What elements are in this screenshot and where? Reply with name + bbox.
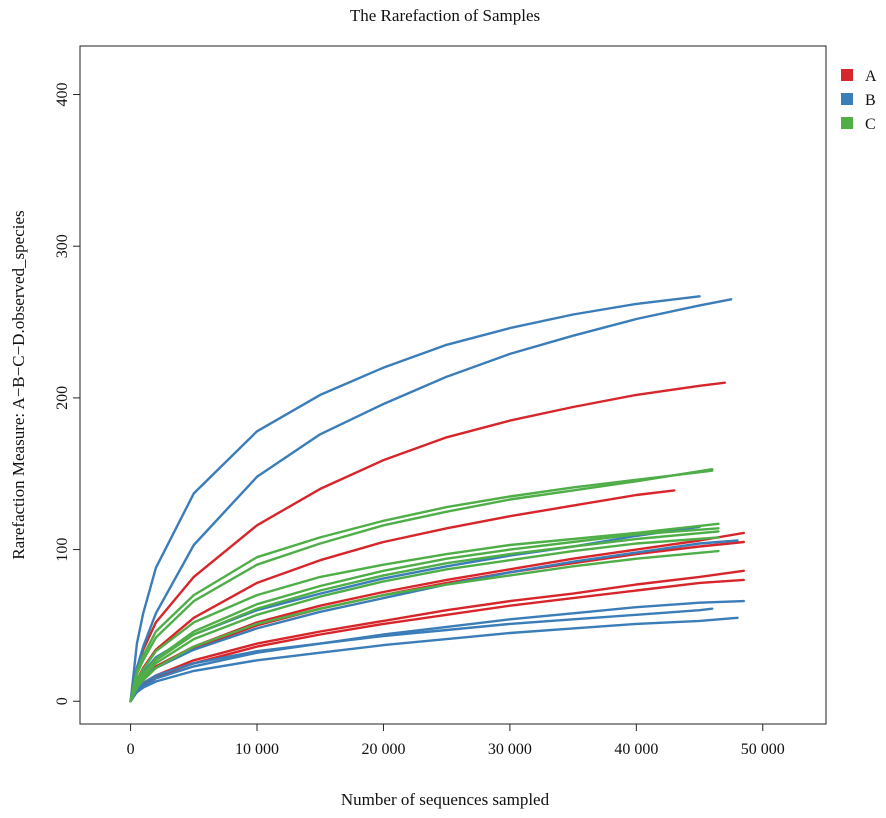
legend-swatch-c	[841, 117, 853, 129]
series-line-a-1	[129, 381, 726, 703]
legend-label-c: C	[865, 116, 876, 133]
y-axis-label: Rarefaction Measure: A−B−C−D.observed_sp…	[9, 210, 28, 559]
y-tick-label: 100	[54, 538, 71, 562]
y-axis: 0 100 200 300 400	[54, 83, 80, 705]
x-tick-label: 10 000	[235, 741, 279, 758]
legend-swatch-a	[841, 69, 853, 81]
y-tick-label: 0	[54, 697, 71, 705]
legend-label-b: B	[865, 92, 876, 109]
chart-title: The Rarefaction of Samples	[350, 6, 540, 25]
series-line-b-13	[129, 616, 739, 703]
series-line-c-14	[129, 469, 714, 703]
x-tick-label: 30 000	[488, 741, 532, 758]
x-tick-label: 20 000	[361, 741, 405, 758]
legend-swatch-b	[841, 93, 853, 105]
series-line-b-12	[129, 607, 714, 703]
series-line-c-19	[129, 536, 720, 703]
x-axis: 0 10 000 20 000 30 000 40 000 50 000	[127, 724, 785, 758]
legend-label-a: A	[865, 68, 877, 85]
x-tick-label: 0	[127, 741, 135, 758]
series-line-c-16	[129, 522, 720, 703]
series-line-b-7	[129, 295, 701, 703]
x-axis-label: Number of sequences sampled	[341, 790, 550, 809]
plot-frame	[79, 45, 827, 725]
series-line-c-15	[129, 468, 714, 703]
y-tick-label: 200	[54, 386, 71, 410]
x-tick-label: 50 000	[741, 741, 785, 758]
series-line-c-20	[129, 549, 720, 703]
series-line-a-6	[129, 578, 745, 703]
y-tick-label: 400	[54, 83, 71, 107]
x-tick-label: 40 000	[614, 741, 658, 758]
plot-area	[129, 295, 745, 703]
legend: ABC	[841, 68, 877, 133]
series-line-b-8	[129, 298, 733, 703]
y-tick-label: 300	[54, 234, 71, 258]
